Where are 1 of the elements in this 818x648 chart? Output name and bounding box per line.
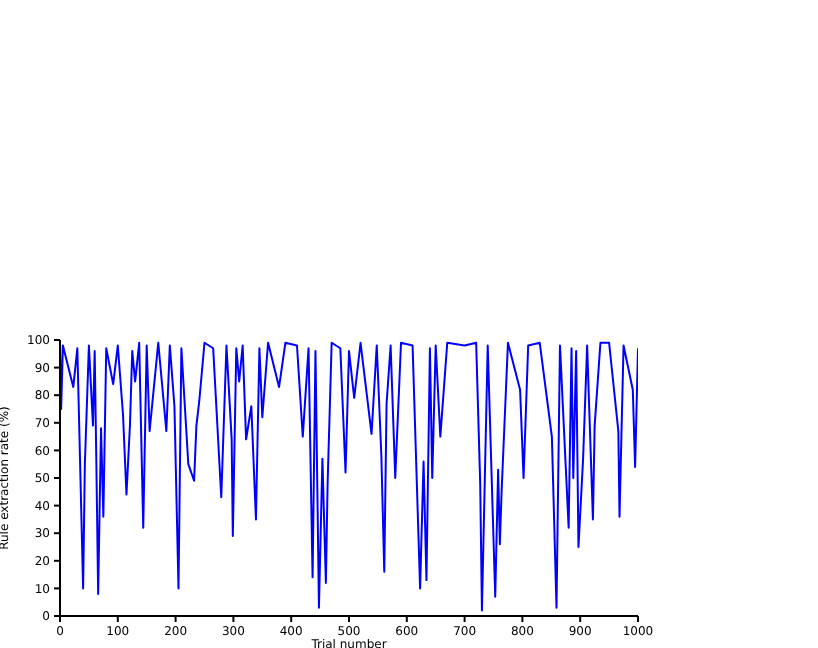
line-series bbox=[60, 341, 638, 612]
